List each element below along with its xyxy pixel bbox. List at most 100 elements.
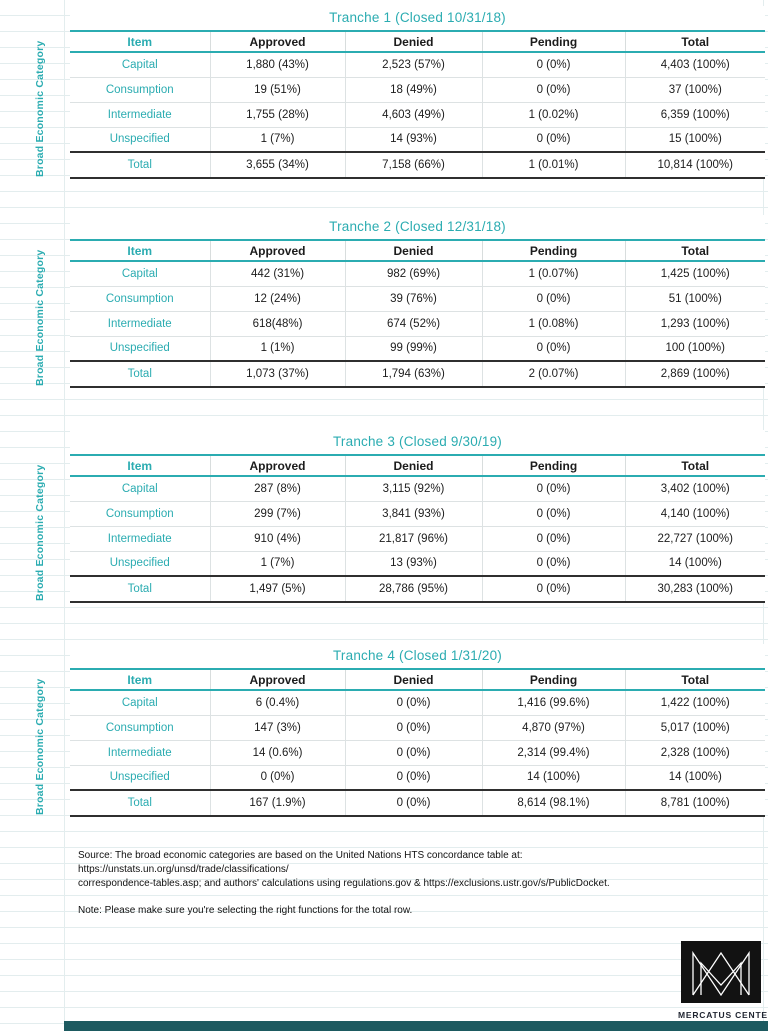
source-line-1: Source: The broad economic categories ar… <box>78 850 523 875</box>
row-label: Consumption <box>70 501 211 527</box>
table-cell: 167 (1.9%) <box>210 789 346 817</box>
table-cell: 1 (0.02%) <box>482 102 626 128</box>
table-cell: 6 (0.4%) <box>210 690 346 716</box>
table-cell: 1,073 (37%) <box>210 360 346 388</box>
row-label: Intermediate <box>70 526 211 552</box>
column-header-pending: Pending <box>482 668 626 691</box>
row-capital: Capital 6 (0.4%) 0 (0%) 1,416 (99.6%) 1,… <box>70 690 765 716</box>
row-total: Total 1,497 (5%) 28,786 (95%) 0 (0%) 30,… <box>70 575 765 603</box>
table-cell: 2,328 (100%) <box>625 740 765 766</box>
table-cell: 1 (0.08%) <box>482 311 626 337</box>
table-cell: 1,880 (43%) <box>210 52 346 78</box>
row-consumption: Consumption 19 (51%) 18 (49%) 0 (0%) 37 … <box>70 77 765 103</box>
table-cell: 14 (100%) <box>625 765 765 791</box>
table-cell: 1 (0.07%) <box>482 261 626 287</box>
row-consumption: Consumption 147 (3%) 0 (0%) 4,870 (97%) … <box>70 715 765 741</box>
tranche-2-table: Item Approved Denied Pending Total Capit… <box>70 239 765 388</box>
table-cell: 0 (0%) <box>345 789 483 817</box>
row-label: Unspecified <box>70 551 211 577</box>
table-cell: 1,422 (100%) <box>625 690 765 716</box>
row-unspecified: Unspecified 1 (7%) 14 (93%) 0 (0%) 15 (1… <box>70 127 765 153</box>
row-label: Consumption <box>70 77 211 103</box>
row-label: Consumption <box>70 286 211 312</box>
row-label: Capital <box>70 690 211 716</box>
row-capital: Capital 442 (31%) 982 (69%) 1 (0.07%) 1,… <box>70 261 765 287</box>
broad-economic-category-label: Broad Economic Category <box>34 40 46 178</box>
tranche-2-title: Tranche 2 (Closed 12/31/18) <box>329 219 506 234</box>
table-cell: 1,416 (99.6%) <box>482 690 626 716</box>
column-header-item: Item <box>70 30 211 53</box>
row-intermediate: Intermediate 618(48%) 674 (52%) 1 (0.08%… <box>70 311 765 337</box>
row-capital: Capital 1,880 (43%) 2,523 (57%) 0 (0%) 4… <box>70 52 765 78</box>
column-header-approved: Approved <box>210 668 346 691</box>
table-cell: 0 (0%) <box>345 765 483 791</box>
table-cell: 19 (51%) <box>210 77 346 103</box>
column-header-approved: Approved <box>210 454 346 477</box>
row-label: Capital <box>70 476 211 502</box>
row-label: Unspecified <box>70 765 211 791</box>
row-consumption: Consumption 299 (7%) 3,841 (93%) 0 (0%) … <box>70 501 765 527</box>
table-cell: 1 (0.01%) <box>482 151 626 179</box>
row-capital: Capital 287 (8%) 3,115 (92%) 0 (0%) 3,40… <box>70 476 765 502</box>
row-label: Total <box>70 360 211 388</box>
table-cell: 1,425 (100%) <box>625 261 765 287</box>
column-header-approved: Approved <box>210 239 346 262</box>
table-cell: 0 (0%) <box>345 715 483 741</box>
column-header-pending: Pending <box>482 30 626 53</box>
row-label: Unspecified <box>70 336 211 362</box>
table-cell: 2,523 (57%) <box>345 52 483 78</box>
table-cell: 14 (100%) <box>482 765 626 791</box>
table-cell: 3,402 (100%) <box>625 476 765 502</box>
table-cell: 99 (99%) <box>345 336 483 362</box>
table-cell: 0 (0%) <box>482 336 626 362</box>
row-label: Total <box>70 789 211 817</box>
broad-economic-category-label: Broad Economic Category <box>34 464 46 602</box>
column-header-item: Item <box>70 239 211 262</box>
table-cell: 51 (100%) <box>625 286 765 312</box>
header-row: Item Approved Denied Pending Total <box>70 668 765 691</box>
column-header-denied: Denied <box>345 30 483 53</box>
table-cell: 442 (31%) <box>210 261 346 287</box>
row-unspecified: Unspecified 0 (0%) 0 (0%) 14 (100%) 14 (… <box>70 765 765 791</box>
sheet-bottom-bar <box>64 1021 768 1031</box>
table-cell: 6,359 (100%) <box>625 102 765 128</box>
row-consumption: Consumption 12 (24%) 39 (76%) 0 (0%) 51 … <box>70 286 765 312</box>
tranche-1-section: Broad Economic Category Tranche 1 (Close… <box>0 6 768 179</box>
row-intermediate: Intermediate 1,755 (28%) 4,603 (49%) 1 (… <box>70 102 765 128</box>
tranche-4-table: Item Approved Denied Pending Total Capit… <box>70 668 765 817</box>
row-unspecified: Unspecified 1 (1%) 99 (99%) 0 (0%) 100 (… <box>70 336 765 362</box>
table-cell: 0 (0%) <box>482 526 626 552</box>
table-cell: 0 (0%) <box>482 77 626 103</box>
column-header-total: Total <box>625 239 765 262</box>
table-cell: 2,314 (99.4%) <box>482 740 626 766</box>
table-cell: 4,403 (100%) <box>625 52 765 78</box>
broad-economic-category-label: Broad Economic Category <box>34 678 46 816</box>
row-intermediate: Intermediate 910 (4%) 21,817 (96%) 0 (0%… <box>70 526 765 552</box>
table-cell: 0 (0%) <box>345 740 483 766</box>
table-cell: 0 (0%) <box>210 765 346 791</box>
table-cell: 1 (1%) <box>210 336 346 362</box>
table-cell: 910 (4%) <box>210 526 346 552</box>
row-label: Total <box>70 575 211 603</box>
table-cell: 3,655 (34%) <box>210 151 346 179</box>
table-cell: 39 (76%) <box>345 286 483 312</box>
table-cell: 147 (3%) <box>210 715 346 741</box>
grid-line-vertical-left <box>64 0 65 1031</box>
row-label: Consumption <box>70 715 211 741</box>
tranche-4-section: Broad Economic Category Tranche 4 (Close… <box>0 644 768 817</box>
table-cell: 14 (100%) <box>625 551 765 577</box>
tranche-2-section: Broad Economic Category Tranche 2 (Close… <box>0 215 768 388</box>
table-cell: 0 (0%) <box>482 286 626 312</box>
table-cell: 3,841 (93%) <box>345 501 483 527</box>
tranche-4-title: Tranche 4 (Closed 1/31/20) <box>332 648 503 663</box>
tranche-1-table: Item Approved Denied Pending Total Capit… <box>70 30 765 179</box>
table-cell: 1,293 (100%) <box>625 311 765 337</box>
table-cell: 1,755 (28%) <box>210 102 346 128</box>
tranche-1-title: Tranche 1 (Closed 10/31/18) <box>329 10 506 25</box>
table-cell: 8,781 (100%) <box>625 789 765 817</box>
logo-title: MERCATUS CENTER <box>678 1010 768 1020</box>
functions-note: Note: Please make sure you're selecting … <box>78 905 413 916</box>
row-label: Capital <box>70 52 211 78</box>
table-cell: 0 (0%) <box>482 501 626 527</box>
table-cell: 14 (93%) <box>345 127 483 153</box>
